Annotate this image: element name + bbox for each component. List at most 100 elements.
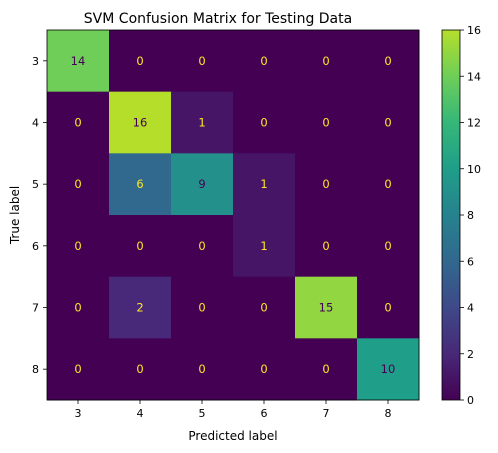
cell-value-label: 1 [198,116,205,130]
cell-value-label: 0 [198,362,205,376]
cell-value-label: 0 [384,239,391,253]
colorbar-tick-label: 6 [467,255,474,268]
colorbar-tick-label: 12 [467,117,481,130]
y-tick-label: 7 [32,302,39,315]
y-tick-label: 8 [32,363,39,376]
heatmap-cell [171,276,234,339]
colorbar-tick-label: 0 [467,394,474,407]
cell-value-label: 0 [74,239,81,253]
cell-value-label: 0 [74,177,81,191]
cell-value-label: 6 [136,177,143,191]
cell-value-label: 0 [322,54,329,68]
x-axis-label: Predicted label [188,429,277,443]
heatmap-cell [109,215,172,278]
cell-value-label: 0 [74,301,81,315]
heatmap-cell [295,215,358,278]
cell-value-label: 0 [136,362,143,376]
heatmap-cell [171,338,234,401]
heatmap-cell [171,30,234,93]
cell-value-label: 0 [384,54,391,68]
heatmap-cell [357,215,420,278]
heatmap-cell [357,153,420,216]
cell-value-label: 14 [71,54,86,68]
heatmap-cell [109,30,172,93]
heatmap-cell [295,30,358,93]
colorbar-tick-label: 10 [467,163,481,176]
cell-value-label: 0 [322,239,329,253]
cell-value-label: 1 [260,177,267,191]
cell-value-label: 0 [198,54,205,68]
colorbar [441,29,461,401]
heatmap-cell [233,276,296,339]
cell-value-label: 16 [133,116,148,130]
heatmap-cell [47,338,110,401]
cell-value-label: 0 [198,239,205,253]
x-tick-label: 3 [75,407,82,420]
x-tick-label: 4 [137,407,144,420]
cell-value-label: 10 [381,362,396,376]
colorbar-tick-label: 4 [467,302,474,315]
chart-title: SVM Confusion Matrix for Testing Data [84,11,352,27]
y-axis-label: True label [8,186,22,245]
heatmap-cell [295,91,358,154]
cell-value-label: 0 [74,362,81,376]
heatmap-cell [109,276,172,339]
y-tick-label: 6 [32,240,39,253]
cell-value-label: 1 [260,239,267,253]
cell-value-label: 0 [136,239,143,253]
cell-value-label: 0 [260,301,267,315]
cell-value-label: 0 [322,116,329,130]
x-tick-label: 7 [323,407,330,420]
colorbar-ticks: 0 2 4 6 8 10 12 14 16 [460,24,481,407]
heatmap-cell [171,91,234,154]
cell-value-label: 0 [260,362,267,376]
heatmap-cell [295,276,358,339]
heatmap-cell [357,91,420,154]
colorbar-tick-label: 16 [467,24,481,37]
heatmap-cell [109,91,172,154]
plot-frame [46,29,420,401]
heatmap-cell [295,338,358,401]
heatmap-cell [233,91,296,154]
cell-value-label: 0 [260,54,267,68]
cell-value-label: 0 [136,54,143,68]
heatmap-cell [357,338,420,401]
cell-value-label: 15 [319,301,334,315]
heatmap-cell [233,338,296,401]
x-tick-label: 8 [385,407,392,420]
heatmap-cell [47,215,110,278]
heatmap-cell [171,215,234,278]
cell-value-label: 0 [384,177,391,191]
heatmap-cell [47,91,110,154]
cell-value-label: 0 [384,301,391,315]
cell-value-label: 0 [322,362,329,376]
heatmap-cell [295,153,358,216]
cell-value-label: 2 [136,301,143,315]
heatmap-cell [47,153,110,216]
heatmap-cell [233,153,296,216]
colorbar-tick-label: 8 [467,209,474,222]
heatmap-cell [109,338,172,401]
x-tick-label: 6 [261,407,268,420]
cell-value-label: 0 [384,116,391,130]
cell-value-label: 0 [74,116,81,130]
colorbar-tick-label: 14 [467,70,481,83]
cell-value-label: 9 [198,177,205,191]
y-tick-label: 5 [32,178,39,191]
heatmap-cell [357,30,420,93]
heatmap-cell [171,153,234,216]
y-axis-ticks: 3 4 5 6 7 8 [32,55,47,376]
heatmap-cell [109,153,172,216]
heatmap-cell [233,30,296,93]
cell-value-label: 0 [322,177,329,191]
cell-value-label: 0 [260,116,267,130]
heatmap-cell [47,276,110,339]
heatmap-cell [47,30,110,93]
colorbar-tick-label: 2 [467,348,474,361]
heatmap-cell [357,276,420,339]
heatmap-cells: 14 0 0 0 0 00 16 1 0 0 00 6 9 1 0 00 0 0 1 0 00 2 0 0 15 00 0 0 0 0 10 [47,30,420,401]
y-tick-label: 4 [32,117,39,130]
heatmap-cell [233,215,296,278]
y-tick-label: 3 [32,55,39,68]
